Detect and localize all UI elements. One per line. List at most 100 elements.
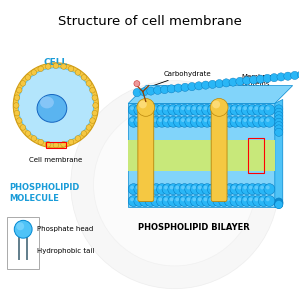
Circle shape	[224, 104, 235, 115]
Circle shape	[174, 84, 182, 92]
Circle shape	[168, 116, 179, 127]
Circle shape	[275, 128, 283, 136]
Circle shape	[192, 118, 196, 122]
Circle shape	[173, 116, 184, 127]
Circle shape	[136, 186, 140, 189]
Circle shape	[230, 104, 241, 115]
Circle shape	[236, 196, 247, 206]
Circle shape	[198, 118, 202, 122]
Circle shape	[162, 184, 173, 195]
Circle shape	[176, 106, 179, 110]
Circle shape	[187, 186, 190, 189]
Circle shape	[147, 197, 151, 201]
Circle shape	[202, 81, 210, 89]
Circle shape	[154, 86, 162, 94]
Circle shape	[134, 116, 145, 127]
Circle shape	[140, 104, 150, 115]
Circle shape	[215, 186, 219, 189]
Circle shape	[229, 78, 237, 86]
Ellipse shape	[40, 97, 54, 108]
Circle shape	[284, 72, 292, 80]
Circle shape	[61, 142, 66, 147]
Circle shape	[236, 77, 244, 86]
Text: Structure of cell membrane: Structure of cell membrane	[58, 15, 242, 28]
Circle shape	[253, 104, 263, 115]
Circle shape	[258, 116, 269, 127]
Circle shape	[81, 131, 87, 136]
Circle shape	[170, 186, 173, 189]
Circle shape	[38, 66, 43, 72]
Circle shape	[243, 76, 251, 85]
Circle shape	[45, 142, 51, 147]
Circle shape	[164, 106, 168, 110]
Circle shape	[247, 104, 258, 115]
Circle shape	[168, 196, 179, 206]
Circle shape	[232, 106, 236, 110]
Circle shape	[140, 88, 148, 96]
Circle shape	[86, 125, 92, 130]
Circle shape	[204, 197, 207, 201]
Circle shape	[275, 199, 283, 207]
Circle shape	[16, 222, 24, 230]
Circle shape	[275, 200, 283, 208]
Circle shape	[202, 184, 213, 195]
Bar	[248, 138, 264, 173]
Circle shape	[224, 184, 235, 195]
Circle shape	[134, 184, 145, 195]
Circle shape	[141, 197, 145, 201]
Circle shape	[209, 106, 213, 110]
Circle shape	[238, 118, 242, 122]
Circle shape	[181, 186, 185, 189]
Text: Carbohydrate: Carbohydrate	[145, 71, 211, 89]
Circle shape	[275, 200, 283, 208]
Ellipse shape	[37, 94, 67, 122]
Circle shape	[247, 116, 258, 127]
Circle shape	[264, 184, 275, 195]
Circle shape	[179, 104, 190, 115]
Circle shape	[167, 85, 175, 93]
Circle shape	[202, 116, 213, 127]
Circle shape	[14, 110, 20, 116]
Circle shape	[53, 142, 59, 148]
Circle shape	[153, 197, 157, 201]
Circle shape	[173, 104, 184, 115]
Circle shape	[249, 106, 253, 110]
Circle shape	[264, 116, 275, 127]
Circle shape	[213, 184, 224, 195]
Circle shape	[213, 104, 224, 115]
FancyBboxPatch shape	[138, 110, 154, 202]
Circle shape	[236, 116, 247, 127]
Circle shape	[275, 105, 283, 113]
Circle shape	[75, 136, 81, 141]
Circle shape	[136, 197, 140, 201]
Circle shape	[13, 63, 98, 148]
Circle shape	[176, 118, 179, 122]
Circle shape	[275, 118, 283, 126]
Circle shape	[198, 106, 202, 110]
Circle shape	[179, 116, 190, 127]
Circle shape	[181, 118, 185, 122]
Circle shape	[236, 104, 247, 115]
Circle shape	[224, 116, 235, 127]
Text: Cell membrane: Cell membrane	[29, 157, 83, 163]
Circle shape	[260, 118, 264, 122]
Circle shape	[134, 196, 145, 206]
Circle shape	[192, 186, 196, 189]
Circle shape	[215, 118, 219, 122]
Circle shape	[170, 118, 173, 122]
Circle shape	[260, 186, 264, 189]
Text: Hydrophobic tail: Hydrophobic tail	[37, 248, 94, 254]
Circle shape	[130, 197, 134, 201]
Circle shape	[196, 196, 207, 206]
Circle shape	[275, 115, 283, 123]
Circle shape	[147, 118, 151, 122]
Circle shape	[158, 197, 162, 201]
Circle shape	[158, 186, 162, 189]
Circle shape	[130, 106, 134, 110]
Circle shape	[196, 104, 207, 115]
Circle shape	[157, 184, 167, 195]
Circle shape	[16, 88, 22, 93]
Circle shape	[219, 184, 230, 195]
Circle shape	[157, 104, 167, 115]
Circle shape	[258, 196, 269, 206]
